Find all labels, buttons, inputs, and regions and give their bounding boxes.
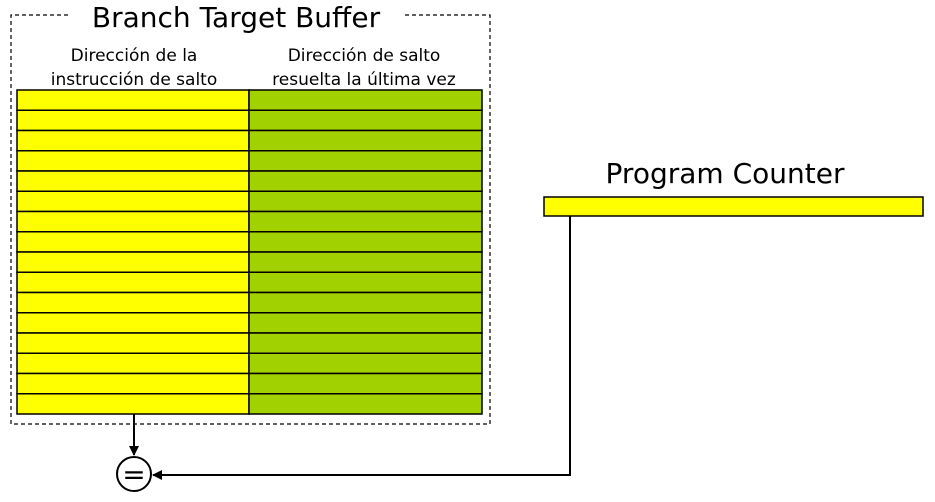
comparator-symbol: = bbox=[122, 458, 145, 491]
btb-cell-row1-col1 bbox=[16, 89, 250, 111]
btb-cell-row14-col2 bbox=[248, 352, 483, 375]
btb-cell-row4-col2 bbox=[248, 150, 483, 172]
btb-frame bbox=[10, 14, 491, 425]
btb-cell-row16-col2 bbox=[248, 393, 483, 415]
btb-cell-row8-col2 bbox=[248, 231, 483, 253]
btb-cell-row12-col2 bbox=[248, 312, 483, 334]
btb-title: Branch Target Buffer bbox=[92, 1, 381, 34]
btb-cell-row6-col2 bbox=[248, 190, 483, 213]
btb-cell-row15-col1 bbox=[16, 372, 250, 395]
btb-cell-row4-col1 bbox=[16, 150, 250, 172]
btb-cell-row6-col1 bbox=[16, 190, 250, 213]
btb-cell-row15-col2 bbox=[248, 372, 483, 395]
comparator-circle bbox=[116, 456, 152, 492]
btb-cell-row10-col1 bbox=[16, 271, 250, 294]
btb-cell-row11-col2 bbox=[248, 291, 483, 314]
btb-cell-row3-col1 bbox=[16, 129, 250, 152]
btb-cell-row9-col2 bbox=[248, 251, 483, 273]
btb-cell-row2-col2 bbox=[248, 109, 483, 132]
btb-cell-row13-col2 bbox=[248, 332, 483, 354]
btb-cell-row5-col1 bbox=[16, 170, 250, 192]
btb-table bbox=[16, 89, 483, 415]
btb-cell-row8-col1 bbox=[16, 231, 250, 253]
pc-register bbox=[543, 196, 924, 217]
btb-cell-row14-col1 bbox=[16, 352, 250, 375]
btb-cell-row1-col2 bbox=[248, 89, 483, 111]
col2-header-line1: Dirección de salto bbox=[288, 46, 441, 66]
btb-cell-row12-col1 bbox=[16, 312, 250, 334]
pc-label: Program Counter bbox=[606, 157, 845, 190]
col1-header-line2: instrucción de salto bbox=[51, 70, 218, 90]
col2-header-line2: resuelta la última vez bbox=[272, 70, 456, 90]
btb-cell-row3-col2 bbox=[248, 129, 483, 152]
btb-cell-row7-col1 bbox=[16, 210, 250, 233]
col1-header-line1: Dirección de la bbox=[71, 46, 198, 66]
btb-cell-row9-col1 bbox=[16, 251, 250, 273]
btb-cell-row2-col1 bbox=[16, 109, 250, 132]
btb-cell-row10-col2 bbox=[248, 271, 483, 294]
btb-cell-row5-col2 bbox=[248, 170, 483, 192]
btb-cell-row13-col1 bbox=[16, 332, 250, 354]
btb-cell-row7-col2 bbox=[248, 210, 483, 233]
btb-cell-row11-col1 bbox=[16, 291, 250, 314]
pc-to-comparator-arrow bbox=[152, 216, 571, 480]
btb-cell-row16-col1 bbox=[16, 393, 250, 415]
